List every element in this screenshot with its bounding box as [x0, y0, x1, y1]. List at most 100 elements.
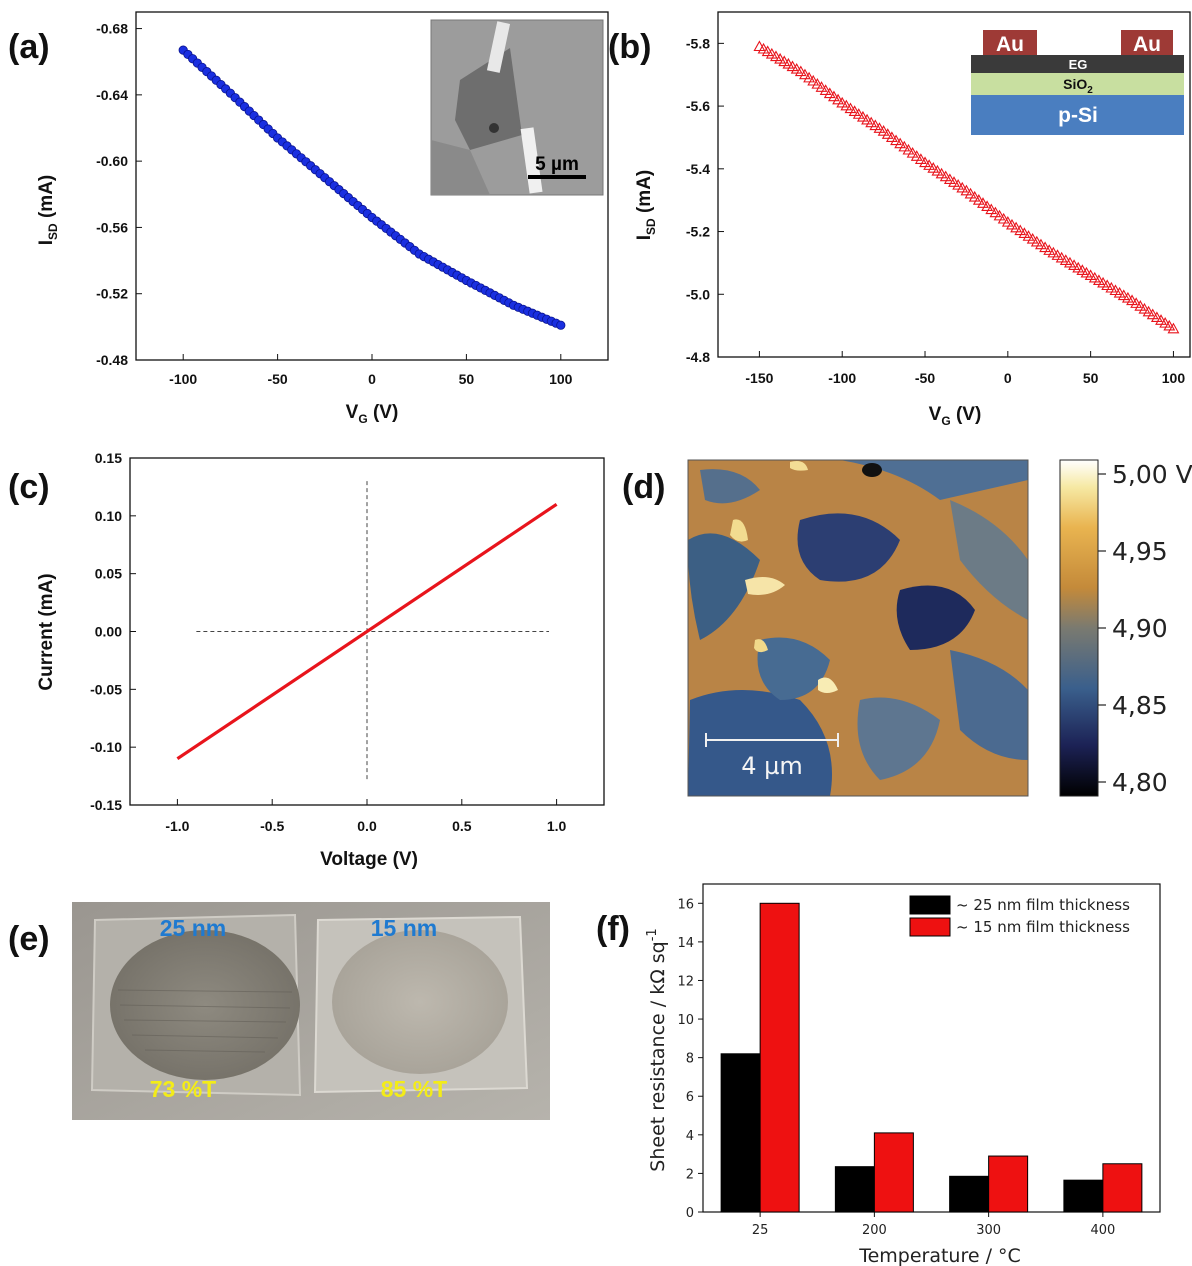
chart-b-ylabel: ISD (mA) [634, 170, 658, 241]
b-data-point [906, 147, 919, 158]
colorbar-tick-label: 5,00 V [1112, 460, 1192, 489]
b-xtick-label: -50 [915, 370, 935, 386]
chart-f: 0 2 4 6 8 10 12 14 16 25 200 300 400 ~ 25 nm film th… [645, 883, 1161, 1266]
panel-label-c: (c) [8, 468, 50, 506]
colorbar-tick-label: 4,80 [1112, 768, 1168, 797]
b-data-point [1010, 221, 1023, 233]
schematic-label-eg: EG [1069, 57, 1088, 72]
f-ytick-label: 12 [677, 974, 694, 989]
c-ytick-label: -0.15 [90, 797, 122, 813]
b-data-point [939, 170, 952, 182]
c-ytick-label: 0.10 [95, 508, 122, 524]
b-data-point [1155, 314, 1167, 325]
f-legend-swatch [909, 895, 951, 915]
chart-b-frame [717, 11, 1191, 358]
chart-c-xlabel: Voltage (V) [320, 849, 418, 870]
b-data-point [931, 164, 944, 176]
chart-c: -1.0 -0.5 0.0 0.5 1.0 -0.15 -0.10 -0.05 0.00 0.05… [36, 450, 605, 870]
colorbar: 5,00 V 4,95 4,90 4,85 4,80 [1059, 459, 1192, 797]
panel-label-a: (a) [8, 28, 50, 66]
c-ytick-label: -0.10 [90, 739, 122, 755]
b-data-point [914, 153, 927, 164]
b-data-point [794, 65, 807, 77]
b-data-point [1001, 216, 1014, 227]
b-data-point [1035, 238, 1047, 250]
b-xtick-label: -100 [828, 370, 856, 386]
f-ytick-label: 0 [686, 1206, 694, 1221]
b-data-point [919, 156, 931, 168]
b-data-point [852, 108, 865, 119]
b-data-point [803, 71, 816, 83]
panel-label-e: (e) [8, 920, 50, 958]
b-data-point [890, 134, 902, 146]
b-data-point [844, 102, 857, 114]
chart-c-ylabel: Current (mA) [36, 573, 57, 690]
b-data-point [985, 203, 998, 215]
b-xtick-label: 0 [1004, 370, 1012, 386]
f-ytick-label: 6 [686, 1090, 694, 1105]
chart-b: -150 -100 -50 0 50 100 -4.8 -5.0 -5.2 -5.4 -5.6 -5.… [634, 11, 1191, 428]
f-bar [1063, 1179, 1104, 1213]
b-data-point [923, 159, 936, 170]
device-schematic-inset: Au Au EG SiO2 p-Si [971, 30, 1184, 135]
b-data-point [823, 87, 836, 99]
photo-label-25nm: 25 nm [160, 915, 226, 941]
b-data-point [902, 143, 915, 155]
sample-photo: 25 nm 15 nm 73 %T 85 %T [72, 902, 550, 1120]
b-data-point [894, 137, 907, 149]
f-ytick-label: 2 [686, 1167, 694, 1182]
chart-a: -100 -50 0 50 100 -0.48 -0.52 -0.56 -0.60 -0.64 -0… [36, 11, 609, 426]
f-bar [834, 1166, 875, 1213]
b-data-point [885, 131, 898, 143]
f-bar [949, 1175, 990, 1213]
f-bar [1102, 1163, 1143, 1213]
b-data-point [1138, 302, 1151, 314]
b-data-point [960, 184, 973, 196]
photo-label-85t: 85 %T [381, 1076, 447, 1102]
a-ytick-label: -0.48 [96, 352, 128, 368]
b-data-point [1006, 218, 1018, 230]
a-ytick-label: -0.56 [96, 219, 128, 235]
b-ytick-label: -4.8 [686, 349, 710, 365]
b-data-point [811, 78, 824, 89]
c-xtick-label: -1.0 [165, 818, 189, 834]
b-data-point [848, 105, 861, 116]
b-ytick-label: -5.6 [686, 98, 710, 114]
c-ytick-label: 0.05 [95, 566, 122, 582]
chart-b-xlabel: VG (V) [929, 404, 982, 428]
b-data-point [1150, 311, 1163, 323]
a-xtick-label: 50 [459, 371, 475, 387]
c-xtick-label: 1.0 [547, 818, 567, 834]
b-data-point [1159, 316, 1172, 328]
b-data-point [1030, 235, 1043, 247]
f-legend-swatch [909, 917, 951, 937]
b-ytick-label: -5.2 [686, 224, 710, 240]
b-xtick-label: 100 [1162, 370, 1186, 386]
schematic-label-psi: p-Si [1058, 104, 1098, 127]
colorbar-tick-label: 4,85 [1112, 691, 1168, 720]
f-legend-label: ~ 25 nm film thickness [956, 896, 1130, 914]
kpfm-scale-bar-label: 4 µm [741, 752, 803, 780]
c-iv-line [176, 502, 558, 761]
schematic-label-sio2: SiO2 [1063, 76, 1093, 96]
panel-label-f: (f) [596, 910, 630, 948]
b-data-point [832, 93, 845, 105]
b-xtick-label: -150 [745, 370, 773, 386]
f-xtick-label: 300 [976, 1223, 1001, 1238]
f-legend-label: ~ 15 nm film thickness [956, 918, 1130, 936]
b-data-point [972, 194, 985, 205]
b-data-point [1039, 241, 1052, 253]
b-data-point [1167, 322, 1180, 334]
b-data-point [968, 190, 981, 202]
a-xtick-label: -50 [267, 371, 287, 387]
b-data-point [840, 99, 853, 111]
b-data-point [1026, 232, 1039, 244]
f-xtick-label: 200 [862, 1223, 887, 1238]
b-data-point [935, 167, 948, 179]
b-data-point [1134, 300, 1147, 311]
b-data-point [1163, 319, 1176, 331]
b-data-point [948, 176, 960, 187]
b-data-point [856, 110, 869, 122]
a-xtick-label: 100 [549, 371, 573, 387]
